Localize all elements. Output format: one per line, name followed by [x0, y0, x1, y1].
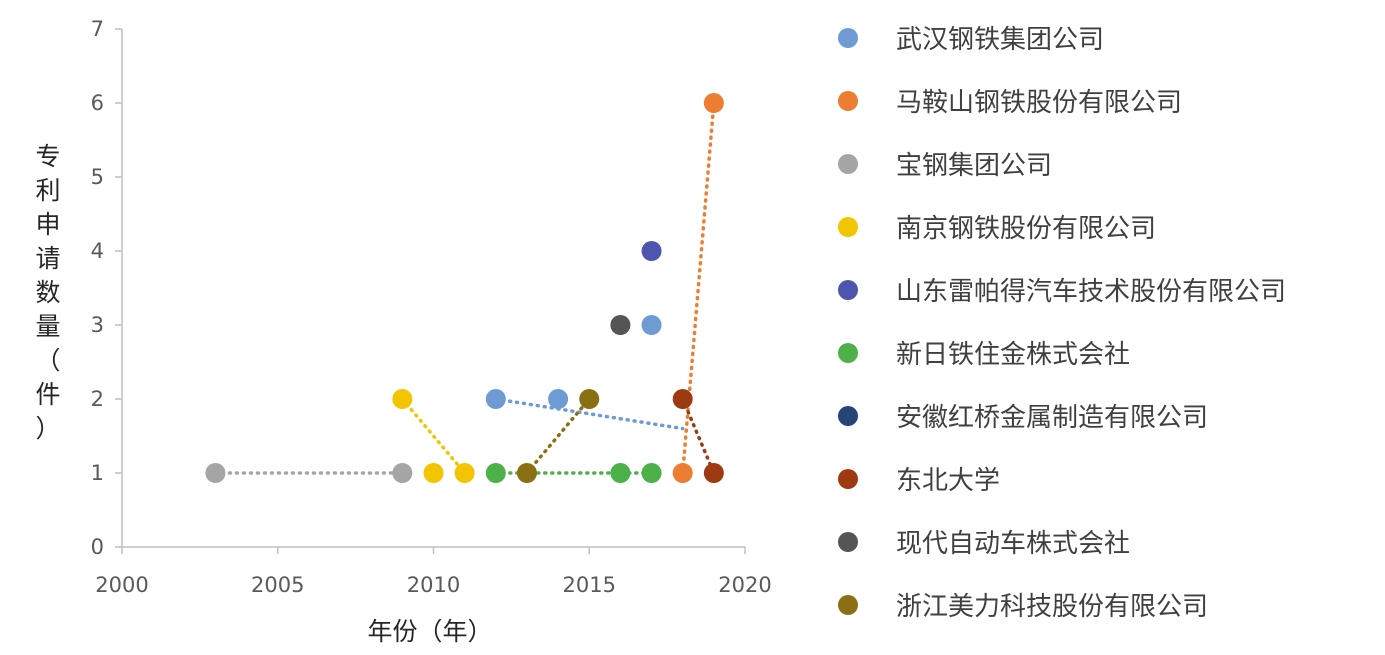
- trendline: [680, 101, 716, 475]
- legend-item: 安徽红桥金属制造有限公司: [836, 384, 1381, 447]
- data-point: [641, 315, 662, 335]
- data-point: [392, 389, 413, 409]
- x-tick-label: 2015: [563, 573, 616, 597]
- legend-marker: [838, 90, 858, 111]
- legend-item: 武汉钢铁集团公司: [836, 6, 1381, 69]
- x-tick-label: 2010: [407, 573, 460, 597]
- legend-marker: [838, 216, 858, 237]
- legend-marker: [838, 27, 858, 48]
- chart-plot: 0 1 2 3 4 5 6 7 2000 2005 2010 2015 2020 年份（年） 专利申请数…: [35, 17, 772, 646]
- legend-label: 南京钢铁股份有限公司: [896, 214, 1157, 244]
- x-axis-title: 年份（年）: [367, 617, 492, 646]
- data-point: [703, 93, 724, 113]
- data-point: [548, 389, 569, 409]
- y-tick-label: 1: [91, 461, 104, 485]
- x-tick-label: 2020: [718, 573, 771, 597]
- data-point: [672, 389, 693, 409]
- legend-marker: [838, 594, 858, 615]
- data-point: [641, 241, 662, 261]
- legend-item: 新日铁住金株式会社: [836, 321, 1381, 384]
- legend-item: 东北大学: [836, 447, 1381, 510]
- legend-marker: [838, 342, 858, 363]
- data-point: [205, 463, 226, 483]
- data-point: [392, 463, 413, 483]
- legend-label: 浙江美力科技股份有限公司: [896, 592, 1209, 622]
- y-axis-title: 专利申请数量（件）: [35, 142, 60, 443]
- data-point: [485, 463, 506, 483]
- legend-item: 马鞍山钢铁股份有限公司: [836, 69, 1381, 132]
- data-point: [454, 463, 475, 483]
- legend-item: 浙江美力科技股份有限公司: [836, 573, 1381, 636]
- trendline: [525, 397, 591, 475]
- y-tick-label: 6: [91, 91, 104, 115]
- legend-marker: [838, 531, 858, 552]
- y-tick-label: 0: [91, 535, 104, 559]
- trendline: [680, 397, 716, 475]
- legend-label: 马鞍山钢铁股份有限公司: [896, 88, 1183, 118]
- legend-label: 武汉钢铁集团公司: [896, 25, 1105, 55]
- y-tick-label: 4: [91, 239, 104, 263]
- legend-item: 现代自动车株式会社: [836, 510, 1381, 573]
- y-tick-label: 3: [91, 313, 104, 337]
- legend-marker: [838, 468, 858, 489]
- data-point: [579, 389, 600, 409]
- legend-item: 南京钢铁股份有限公司: [836, 195, 1381, 258]
- y-tick-label: 5: [91, 165, 104, 189]
- data-point: [485, 389, 506, 409]
- data-point: [703, 463, 724, 483]
- y-tick-label: 2: [91, 387, 104, 411]
- y-tick-label: 7: [91, 17, 104, 41]
- x-tick-label: 2005: [251, 573, 304, 597]
- data-point: [610, 315, 631, 335]
- legend-label: 东北大学: [896, 466, 1001, 496]
- legend-label: 新日铁住金株式会社: [896, 340, 1131, 370]
- axes: 0 1 2 3 4 5 6 7 2000 2005 2010 2015 2020: [91, 17, 772, 597]
- legend-item: 宝钢集团公司: [836, 132, 1381, 195]
- legend-label: 山东雷帕得汽车技术股份有限公司: [896, 277, 1287, 307]
- data-point: [516, 463, 537, 483]
- data-points: [205, 93, 724, 483]
- trendline: [400, 397, 467, 475]
- data-point: [641, 463, 662, 483]
- trendlines: [213, 101, 716, 475]
- data-point: [610, 463, 631, 483]
- legend-label: 宝钢集团公司: [896, 151, 1053, 181]
- legend-marker: [838, 153, 858, 174]
- data-point: [672, 463, 693, 483]
- legend-marker: [838, 405, 858, 426]
- legend-label: 现代自动车株式会社: [896, 529, 1131, 559]
- legend: 武汉钢铁集团公司马鞍山钢铁股份有限公司 宝钢集团公司南京钢铁股份有限公司山东雷帕得…: [836, 6, 1381, 636]
- x-tick-label: 2000: [95, 573, 148, 597]
- legend-label: 安徽红桥金属制造有限公司: [896, 403, 1209, 433]
- data-point: [423, 463, 444, 483]
- legend-marker: [838, 279, 858, 300]
- legend-item: 山东雷帕得汽车技术股份有限公司: [836, 258, 1381, 321]
